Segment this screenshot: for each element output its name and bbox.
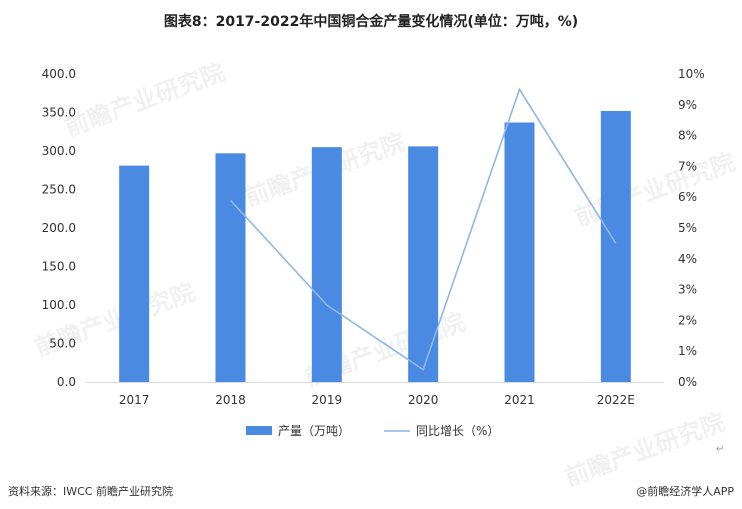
bar <box>311 147 342 382</box>
left-tick-label: 100.0 <box>42 298 76 312</box>
bar <box>504 122 535 382</box>
legend: 产量（万吨） 同比增长（%） <box>246 424 499 438</box>
growth-line <box>229 87 617 371</box>
right-tick-label: 7% <box>678 159 697 173</box>
right-tick-label: 5% <box>678 221 697 235</box>
x-tick-label: 2020 <box>408 393 439 407</box>
bar <box>408 146 439 382</box>
right-tick-label: 3% <box>678 283 697 297</box>
combo-chart: 0.0 50.0 100.0 150.0 200.0 250.0 300.0 350.0 400… <box>42 67 705 438</box>
right-axis: 0% 1% 2% 3% 4% 5% 6% 7% 8% 9% 10% <box>678 67 705 389</box>
right-tick-label: 2% <box>678 313 697 327</box>
bar <box>215 153 246 382</box>
legend-line-label: 同比增长（%） <box>416 424 499 438</box>
left-tick-label: 400.0 <box>42 67 76 81</box>
bar-series <box>119 110 631 383</box>
chart-title: 图表8：2017-2022年中国铜合金产量变化情况(单位：万吨，%) <box>163 14 579 30</box>
right-tick-label: 9% <box>678 98 697 112</box>
left-tick-label: 350.0 <box>42 106 76 120</box>
left-tick-label: 0.0 <box>57 375 76 389</box>
left-tick-label: 250.0 <box>42 183 76 197</box>
bar <box>600 110 631 383</box>
footer: 资料来源：IWCC 前瞻产业研究院 @前瞻经济学人APP <box>8 483 734 499</box>
source-note: 资料来源：IWCC 前瞻产业研究院 <box>8 485 173 498</box>
legend-bar-label: 产量（万吨） <box>278 424 350 438</box>
left-tick-label: 300.0 <box>42 144 76 158</box>
x-tick-label: 2018 <box>215 393 246 407</box>
right-tick-label: 1% <box>678 344 697 358</box>
x-tick-label: 2021 <box>504 393 535 407</box>
right-tick-label: 6% <box>678 190 697 204</box>
x-axis-labels: 2017 2018 2019 2020 2021 2022E <box>119 393 635 407</box>
legend-bar-swatch <box>246 426 272 435</box>
x-tick-label: 2022E <box>597 393 635 407</box>
bar <box>119 165 150 382</box>
left-tick-label: 50.0 <box>49 337 76 351</box>
right-tick-label: 0% <box>678 375 697 389</box>
return-mark: ↵ <box>716 444 725 455</box>
x-tick-label: 2017 <box>119 393 150 407</box>
x-tick-label: 2019 <box>312 393 343 407</box>
left-tick-label: 150.0 <box>42 260 76 274</box>
right-tick-label: 8% <box>678 129 697 143</box>
right-tick-label: 10% <box>678 67 705 81</box>
left-tick-label: 200.0 <box>42 221 76 235</box>
right-tick-label: 4% <box>678 252 697 266</box>
brand-note: @前瞻经济学人APP <box>636 485 734 498</box>
left-axis: 0.0 50.0 100.0 150.0 200.0 250.0 300.0 350.0 400… <box>42 67 76 389</box>
